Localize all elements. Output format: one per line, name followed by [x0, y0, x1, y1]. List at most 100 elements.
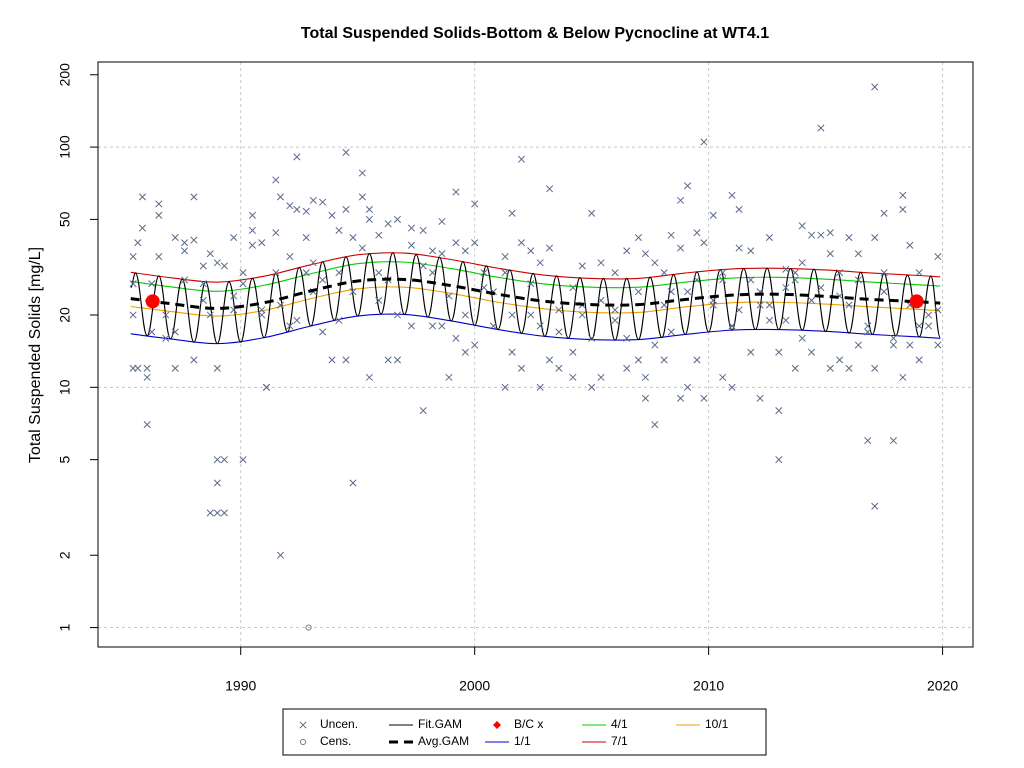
point	[906, 241, 914, 249]
point	[349, 288, 357, 296]
point	[143, 364, 151, 372]
point	[545, 185, 554, 193]
point	[138, 193, 147, 201]
x-tick-label: 2000	[459, 678, 490, 694]
point	[623, 364, 631, 372]
point	[199, 280, 207, 288]
point	[438, 322, 446, 330]
point	[407, 224, 416, 232]
point	[536, 259, 544, 267]
point	[302, 234, 310, 242]
point	[782, 265, 790, 273]
point	[588, 209, 596, 217]
point	[162, 311, 170, 319]
point	[419, 262, 427, 270]
point	[934, 306, 942, 314]
point	[667, 328, 675, 336]
x-tick-label: 1990	[225, 678, 256, 694]
point	[578, 262, 586, 270]
point	[765, 316, 774, 324]
point	[517, 364, 526, 372]
point	[728, 191, 736, 199]
point	[319, 198, 327, 206]
series-line	[130, 261, 941, 292]
point	[836, 356, 844, 364]
point	[791, 364, 799, 372]
point	[765, 301, 774, 309]
point	[641, 250, 650, 258]
point	[393, 311, 402, 319]
point	[747, 247, 755, 255]
point	[735, 244, 743, 252]
point	[375, 296, 383, 304]
point	[536, 322, 544, 330]
point	[293, 316, 301, 324]
legend-symbol	[493, 721, 501, 729]
point	[342, 356, 350, 364]
point	[817, 124, 825, 132]
grid	[98, 62, 973, 647]
point	[719, 269, 727, 277]
point	[293, 205, 301, 214]
point	[213, 364, 221, 372]
legend: Uncen. Cens. Fit.GAM Avg.GAM B/C x 1/1 4/1 7/1 1…	[299, 717, 729, 748]
point	[735, 306, 743, 314]
point	[676, 196, 685, 204]
point	[660, 356, 668, 364]
point	[791, 269, 799, 277]
point	[709, 211, 717, 219]
point	[181, 239, 189, 247]
point	[213, 479, 221, 487]
point	[693, 276, 701, 284]
point	[501, 383, 509, 391]
point	[206, 250, 214, 258]
point	[358, 244, 366, 252]
point	[588, 383, 596, 391]
point	[641, 394, 650, 402]
point	[517, 239, 526, 247]
point	[365, 205, 373, 214]
point	[915, 322, 923, 330]
point	[349, 479, 357, 487]
point	[747, 348, 755, 356]
point	[358, 169, 366, 177]
point	[375, 269, 383, 277]
point	[641, 373, 650, 381]
x-tick-label: 2010	[693, 678, 724, 694]
point	[358, 193, 366, 201]
point	[899, 191, 907, 199]
point	[597, 373, 605, 381]
point	[181, 276, 189, 284]
point	[934, 253, 942, 261]
point	[471, 200, 479, 208]
point	[765, 234, 774, 242]
y-tick-label: 50	[57, 211, 73, 227]
point	[293, 153, 301, 161]
point	[634, 288, 642, 296]
legend-label: Avg.GAM	[418, 734, 469, 748]
point	[199, 296, 207, 304]
point	[808, 231, 816, 239]
point	[611, 316, 619, 324]
point	[258, 306, 266, 314]
point	[319, 276, 327, 284]
point	[651, 259, 659, 267]
point	[889, 334, 898, 342]
point	[429, 247, 437, 255]
legend-box	[282, 708, 767, 756]
point	[536, 383, 544, 391]
point	[660, 269, 668, 277]
point	[854, 250, 862, 258]
point	[480, 269, 488, 277]
point	[634, 234, 642, 242]
point	[134, 364, 142, 372]
point	[915, 269, 923, 277]
point	[171, 328, 179, 336]
point	[272, 176, 280, 184]
point	[775, 348, 783, 356]
point	[871, 83, 879, 91]
point	[429, 322, 437, 330]
point	[213, 509, 221, 517]
y-tick-label: 100	[57, 135, 73, 159]
